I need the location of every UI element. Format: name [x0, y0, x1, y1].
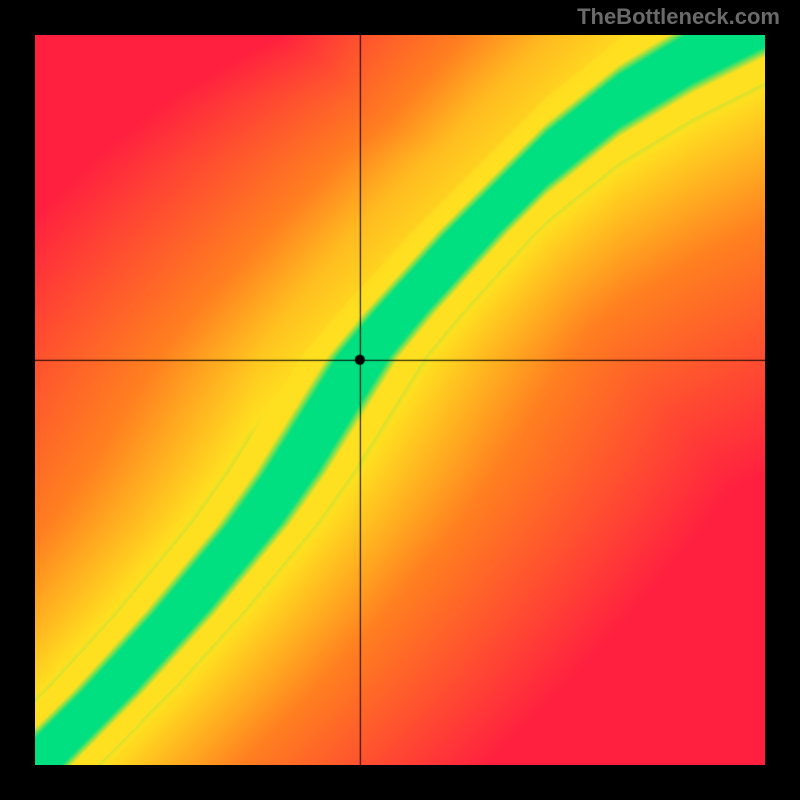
plot-area — [35, 35, 765, 765]
chart-container: TheBottleneck.com — [0, 0, 800, 800]
watermark-text: TheBottleneck.com — [577, 4, 780, 30]
heatmap-canvas — [35, 35, 765, 765]
